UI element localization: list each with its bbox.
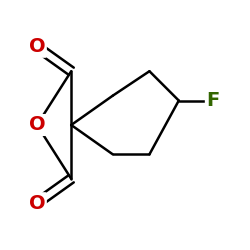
Text: O: O [29, 116, 45, 134]
Text: O: O [29, 37, 45, 56]
Text: O: O [29, 194, 45, 213]
Text: F: F [206, 91, 220, 110]
